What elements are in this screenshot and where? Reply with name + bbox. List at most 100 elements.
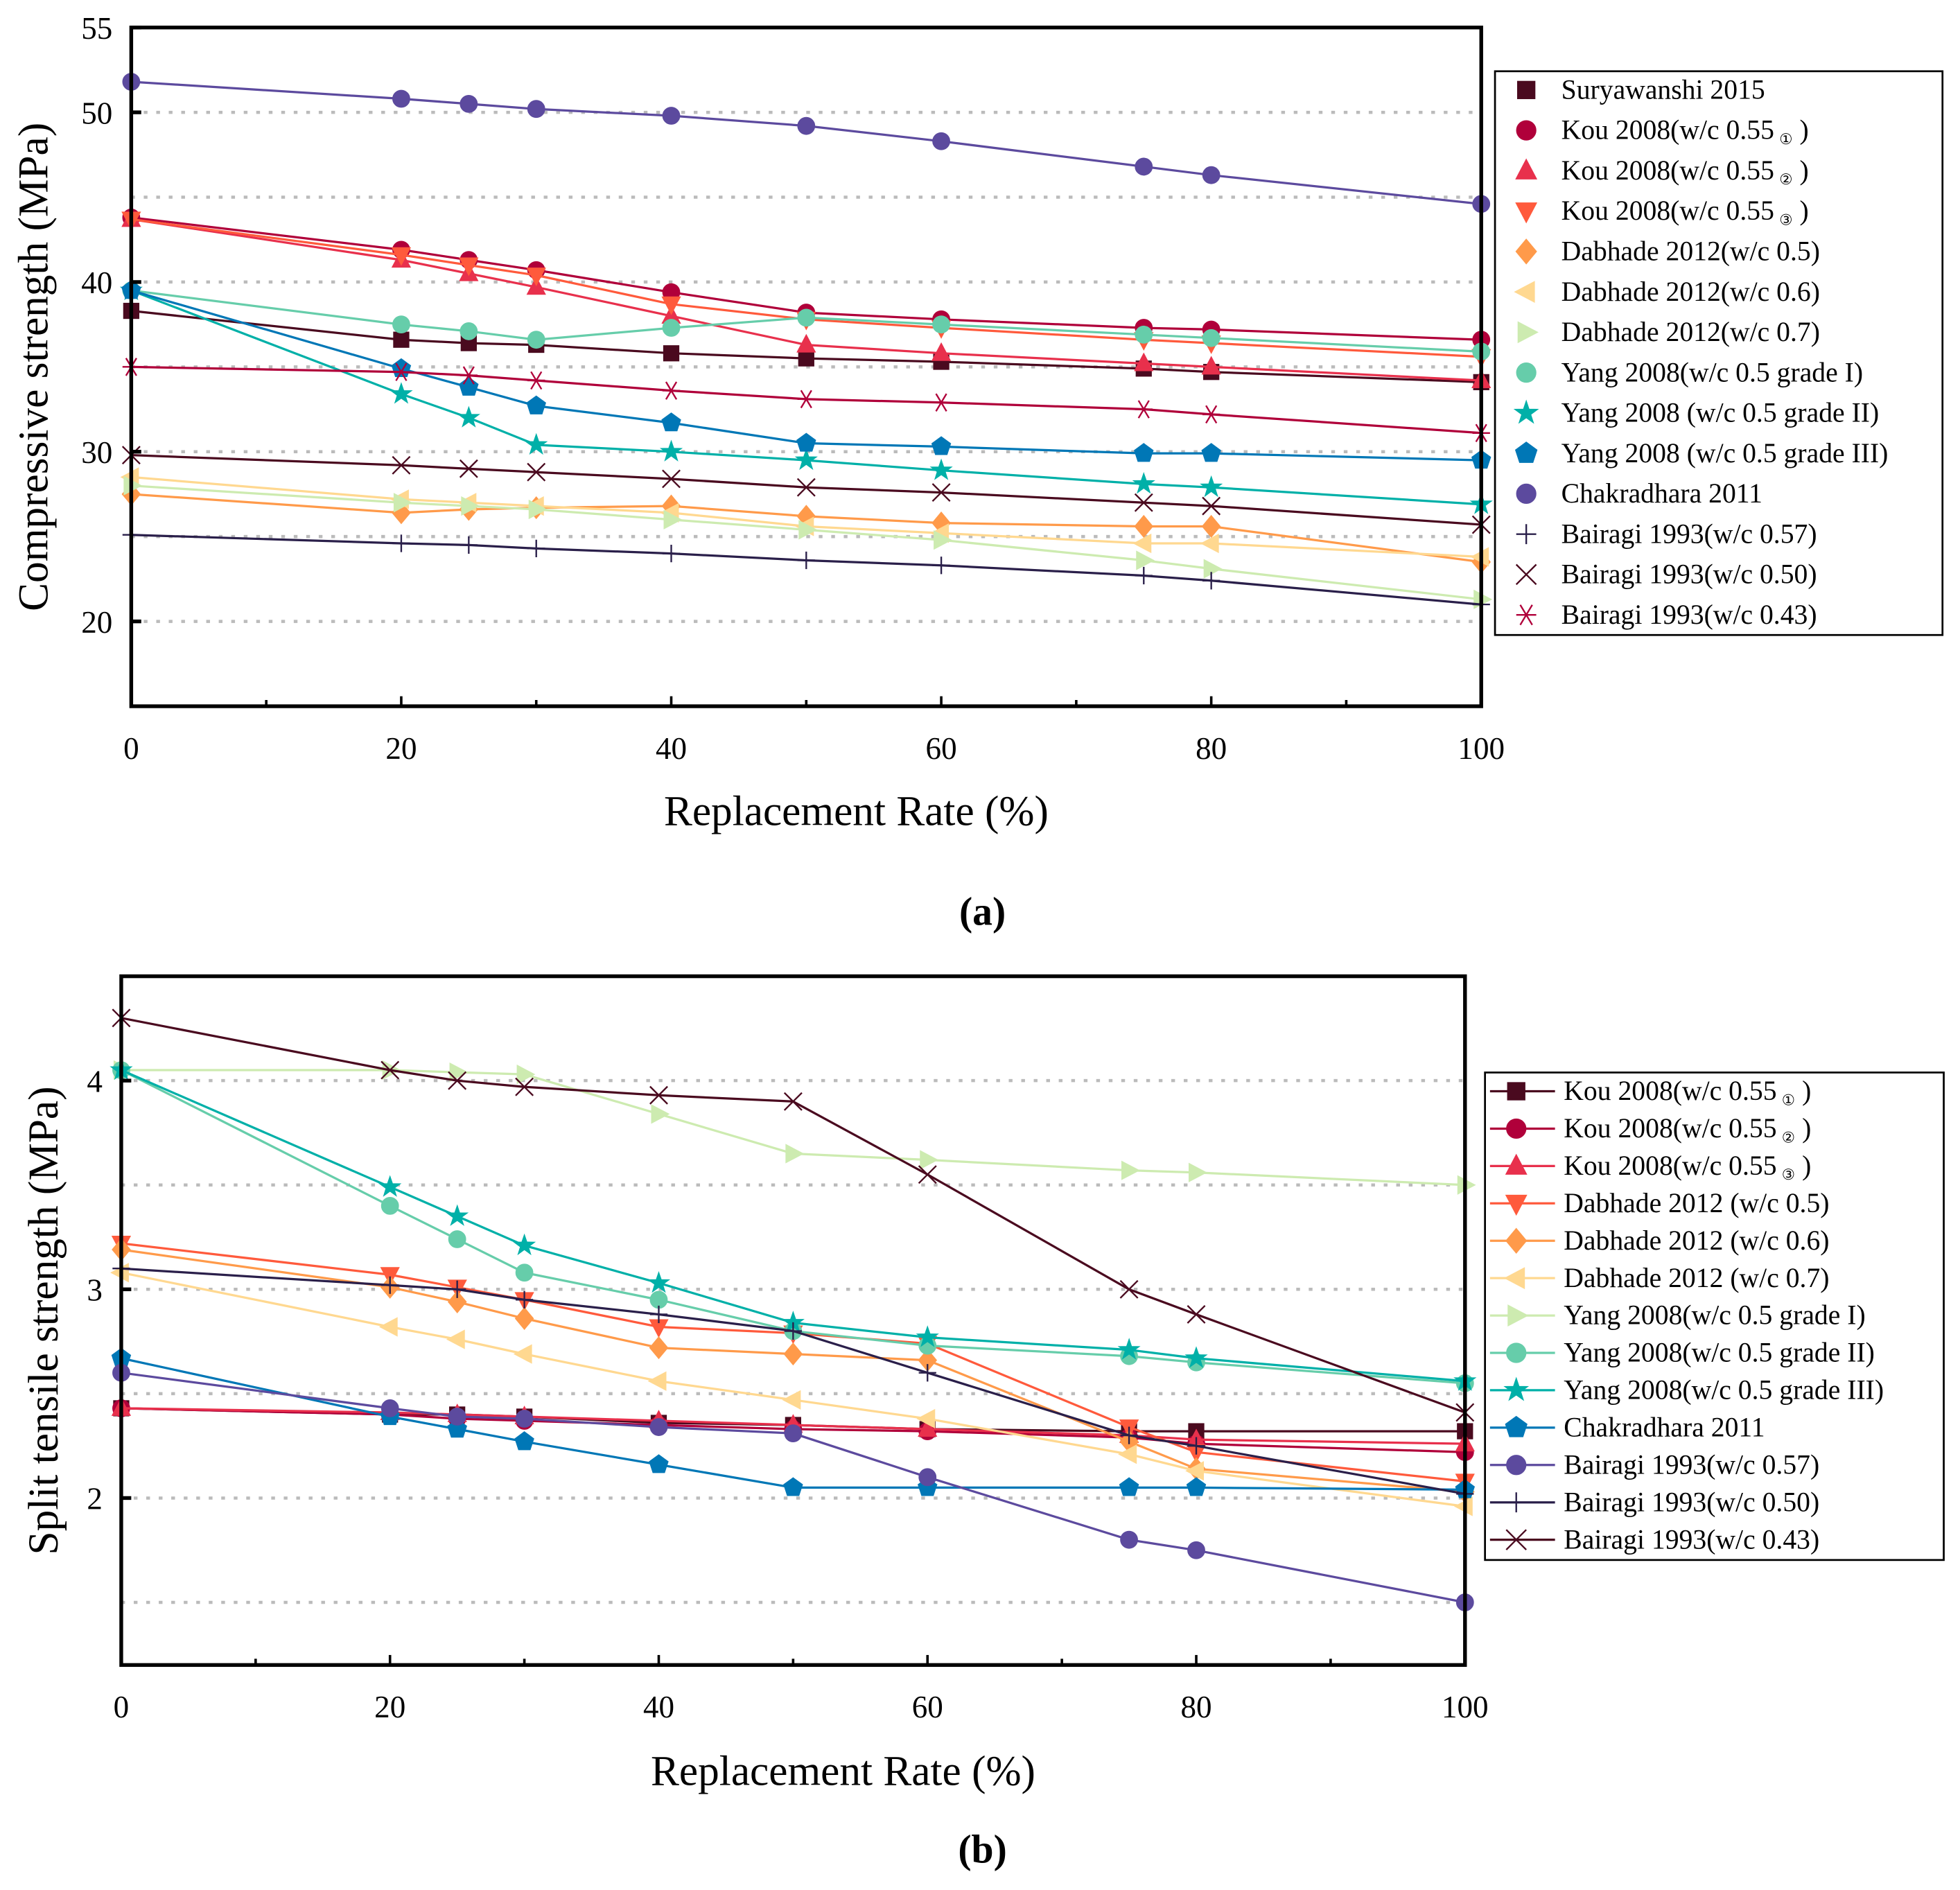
- series-12: [112, 1008, 1475, 1422]
- data-point: [391, 358, 412, 377]
- data-point: [1135, 157, 1153, 176]
- legend-marker: [1505, 1153, 1528, 1175]
- x-tick-label: 20: [374, 1690, 405, 1724]
- data-point: [1132, 533, 1152, 554]
- data-point: [929, 458, 953, 480]
- y-axis-title: Compressive strength (MPa): [10, 123, 58, 611]
- data-point: [1200, 533, 1219, 554]
- data-point: [798, 520, 818, 540]
- legend-item: Yang 2008 (w/c 0.5 grade II): [1513, 398, 1879, 428]
- data-point: [796, 432, 816, 452]
- legend-label: Yang 2008(w/c 0.5 grade III): [1564, 1375, 1884, 1406]
- legend-label-suffix: ② ): [1782, 1113, 1812, 1146]
- legend-marker: [1506, 1118, 1527, 1139]
- legend-item: Kou 2008(w/c 0.55 ① ): [1489, 1076, 1811, 1108]
- data-point: [785, 1144, 805, 1164]
- legend-subscript: ③: [1782, 1166, 1795, 1183]
- legend-item: Suryawanshi 2015: [1516, 74, 1765, 105]
- data-point: [392, 455, 411, 475]
- data-point: [1187, 1541, 1205, 1559]
- legend-label: Dabhade 2012(w/c 0.7): [1561, 317, 1820, 347]
- data-point: [378, 1175, 402, 1197]
- y-tick-label: 40: [81, 265, 112, 300]
- chart-a: 0 20 40 60 80 100 20 30 40 50 55 Replacement Rate (…: [10, 11, 1944, 934]
- data-point: [513, 1344, 532, 1364]
- data-point: [525, 432, 548, 455]
- x-tick-label: 100: [1458, 731, 1505, 766]
- data-point: [649, 1290, 668, 1309]
- series-line: [131, 80, 1482, 205]
- legend-marker: [1505, 1529, 1527, 1550]
- data-point: [1120, 1530, 1138, 1549]
- legend-item: Dabhade 2012 (w/c 0.6): [1489, 1225, 1830, 1256]
- data-point: [380, 1196, 399, 1215]
- data-point: [526, 395, 546, 414]
- data-point: [380, 1060, 400, 1080]
- legend-label: Bairagi 1993(w/c 0.57): [1561, 518, 1817, 549]
- legend-item: Kou 2008(w/c 0.55 ③ ): [1515, 195, 1809, 228]
- x-tick-label: 40: [643, 1690, 674, 1724]
- legend-marker: [1516, 80, 1536, 100]
- legend-marker: [1516, 483, 1537, 505]
- data-point: [515, 1290, 534, 1309]
- legend-subscript: ①: [1782, 1092, 1795, 1108]
- legend-item: Yang 2008(w/c 0.5 grade I): [1489, 1300, 1866, 1331]
- data-point: [390, 382, 413, 404]
- legend-item: Bairagi 1993(w/c 0.43): [1489, 1524, 1819, 1555]
- data-point: [528, 499, 548, 520]
- series-line: [131, 534, 1482, 606]
- data-point: [647, 1371, 667, 1391]
- data-point: [661, 296, 681, 315]
- data-point: [526, 268, 546, 286]
- legend-item: Kou 2008(w/c 0.55 ③ ): [1489, 1150, 1811, 1183]
- data-point: [932, 557, 950, 575]
- data-point: [1201, 356, 1221, 375]
- data-point: [460, 322, 478, 340]
- legend-label: Dabhade 2012 (w/c 0.7): [1564, 1263, 1829, 1293]
- data-point: [649, 1305, 668, 1324]
- legend-item: Yang 2008 (w/c 0.5 grade III): [1514, 438, 1888, 469]
- data-point: [649, 1336, 669, 1360]
- legend-item: Bairagi 1993(w/c 0.57): [1516, 518, 1817, 549]
- panel-label: (a): [959, 891, 1006, 934]
- data-point: [663, 345, 680, 362]
- legend-label: Dabhade 2012 (w/c 0.6): [1564, 1225, 1829, 1256]
- data-point: [391, 247, 412, 266]
- legend-marker: [1505, 1227, 1528, 1254]
- data-point: [796, 333, 816, 353]
- legend-label: Yang 2008(w/c 0.5 grade II): [1564, 1338, 1875, 1368]
- data-point: [1134, 352, 1154, 371]
- legend-marker: [1515, 158, 1538, 180]
- data-point: [663, 509, 683, 530]
- legend-item: Chakradhara 2011: [1516, 478, 1762, 509]
- series-line: [121, 1357, 1465, 1491]
- legend-label-suffix: ① ): [1779, 115, 1809, 148]
- series-line: [131, 216, 1482, 341]
- x-tick-label: 20: [385, 731, 417, 766]
- data-point: [918, 1418, 938, 1437]
- legend-marker: [1517, 321, 1539, 344]
- data-point: [446, 1329, 465, 1349]
- data-point: [783, 1092, 803, 1111]
- data-point: [460, 536, 478, 554]
- series-10: [122, 73, 1491, 213]
- series-10: [112, 1363, 1474, 1611]
- legend-label: Yang 2008(w/c 0.5 grade I): [1561, 357, 1863, 387]
- series-9: [121, 280, 1491, 469]
- data-point: [1203, 559, 1223, 579]
- data-point: [1185, 1461, 1205, 1481]
- legend-item: Bairagi 1993(w/c 0.43): [1516, 600, 1817, 630]
- data-point: [662, 107, 681, 125]
- data-point: [378, 1317, 398, 1337]
- data-point: [1187, 1304, 1206, 1324]
- legend-item: Kou 2008(w/c 0.55 ② ): [1515, 155, 1809, 188]
- legend-item: Bairagi 1993(w/c 0.50): [1489, 1487, 1819, 1517]
- x-tick-label: 0: [123, 731, 139, 766]
- data-point: [461, 496, 480, 516]
- data-point: [448, 1071, 467, 1090]
- data-point: [1136, 550, 1155, 570]
- legend-item: Yang 2008(w/c 0.5 grade II): [1489, 1338, 1875, 1368]
- y-tick-label: 30: [81, 435, 112, 470]
- data-point: [457, 405, 480, 428]
- legend-item: Bairagi 1993(w/c 0.57): [1489, 1449, 1819, 1480]
